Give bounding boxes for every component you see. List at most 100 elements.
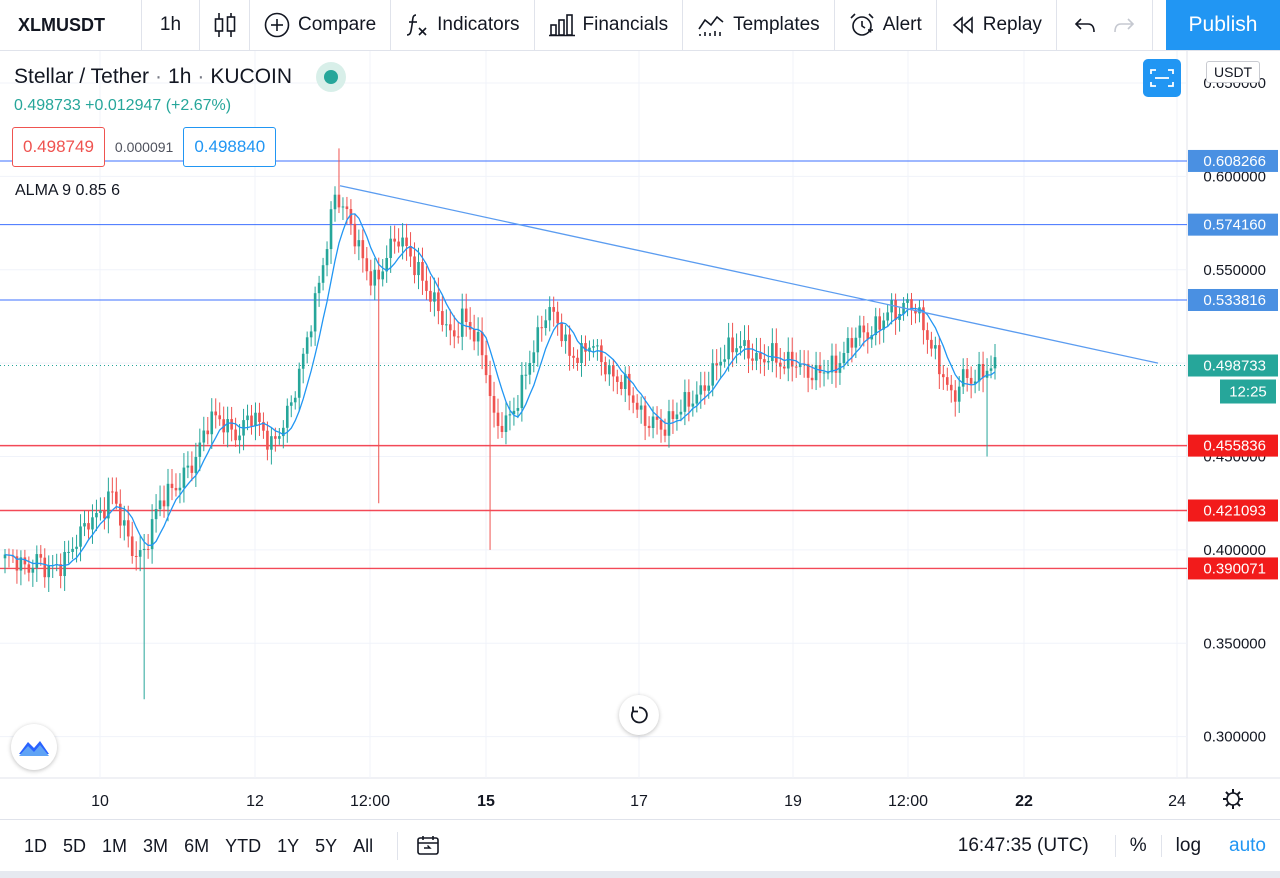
- time-tick-label: 22: [1015, 793, 1033, 810]
- candle-body: [735, 348, 738, 353]
- log-scale-toggle[interactable]: log: [1160, 835, 1215, 857]
- candle-body: [814, 364, 818, 381]
- countdown-label: 12:25: [1229, 384, 1267, 401]
- utc-clock[interactable]: 16:47:35 (UTC): [957, 835, 1089, 856]
- symbol-label: XLMUSDT: [18, 14, 105, 35]
- time-tick-label: 12:00: [888, 793, 928, 810]
- candle-body: [341, 206, 345, 208]
- range-ytd[interactable]: YTD: [225, 835, 262, 856]
- candle-body: [270, 436, 273, 450]
- candle-body: [500, 425, 504, 432]
- candle-body: [321, 265, 325, 283]
- timeframe-button[interactable]: 1h: [142, 0, 200, 50]
- replay-button[interactable]: Replay: [937, 0, 1057, 50]
- candle-body: [580, 343, 583, 364]
- candle-body: [532, 352, 536, 363]
- buy-price-button[interactable]: 0.498840: [183, 127, 277, 167]
- templates-button[interactable]: Templates: [683, 0, 835, 50]
- settings-gear-icon[interactable]: [1223, 789, 1243, 809]
- chart-area[interactable]: 0.3000000.3500000.4000000.4500000.500000…: [0, 51, 1280, 818]
- candle-body: [75, 546, 78, 549]
- candle-body: [433, 292, 436, 302]
- candle-body: [198, 442, 202, 457]
- chart-type-button[interactable]: [200, 0, 250, 50]
- goto-date-icon[interactable]: [414, 834, 442, 858]
- candle-body: [274, 436, 277, 439]
- candle-body: [949, 384, 953, 391]
- level-price-label: 0.608266: [1203, 153, 1266, 170]
- range-5d[interactable]: 5D: [63, 835, 87, 856]
- candle-body: [961, 369, 965, 387]
- reset-chart-button[interactable]: [619, 695, 659, 735]
- candle-body: [763, 359, 766, 363]
- reset-icon: [630, 706, 648, 724]
- level-price-tag: [1188, 288, 1278, 311]
- candle-body: [643, 405, 647, 426]
- candle-body: [27, 564, 31, 573]
- currency-badge[interactable]: USDT: [1206, 61, 1261, 83]
- candle-body: [942, 374, 945, 378]
- candle-body: [285, 405, 289, 428]
- level-price-label: 0.390071: [1203, 560, 1266, 577]
- range-1y[interactable]: 1Y: [277, 835, 300, 856]
- candle-body: [850, 338, 854, 348]
- candle-body: [890, 300, 893, 313]
- candle-body: [604, 362, 607, 375]
- candle-body: [934, 345, 937, 349]
- candle-body: [377, 269, 381, 280]
- fullscreen-button[interactable]: [1143, 59, 1181, 97]
- candle-body: [381, 271, 385, 280]
- range-5y[interactable]: 5Y: [315, 835, 338, 856]
- redo-icon[interactable]: [1113, 16, 1135, 34]
- candle-body: [468, 321, 472, 330]
- candle-body: [727, 337, 730, 360]
- candle-body: [254, 412, 257, 426]
- market-status-icon[interactable]: [316, 62, 347, 92]
- range-6m[interactable]: 6M: [184, 835, 210, 856]
- financials-button[interactable]: Financials: [535, 0, 684, 50]
- candle-body: [95, 512, 98, 518]
- candle-body: [699, 385, 703, 395]
- publish-button[interactable]: Publish: [1166, 0, 1280, 50]
- candle-body: [119, 503, 122, 526]
- candle-body: [421, 262, 424, 281]
- undo-icon[interactable]: [1074, 16, 1096, 34]
- legend-symbol-name: Stellar / Tether: [14, 65, 150, 88]
- templates-icon: [698, 15, 724, 36]
- range-1m[interactable]: 1M: [102, 835, 128, 856]
- candle-body: [317, 282, 321, 294]
- candle-body: [258, 412, 261, 422]
- alert-button[interactable]: Alert: [835, 0, 937, 50]
- percent-scale-toggle[interactable]: %: [1114, 835, 1161, 857]
- candle-body: [238, 435, 241, 441]
- range-3m[interactable]: 3M: [143, 835, 169, 856]
- sell-price-button[interactable]: 0.498749: [12, 127, 105, 167]
- range-1d[interactable]: 1D: [24, 835, 48, 856]
- candle-body: [59, 564, 62, 577]
- candle-body: [329, 209, 333, 250]
- candle-body: [361, 240, 365, 259]
- indicator-legend[interactable]: ALMA 9 0.85 6: [15, 182, 120, 199]
- candle-body: [981, 364, 985, 378]
- logo-button[interactable]: [11, 724, 57, 770]
- candle-body: [619, 381, 623, 389]
- price-chart[interactable]: 0.3000000.3500000.4000000.4500000.500000…: [0, 51, 1280, 818]
- compare-button[interactable]: Compare: [250, 0, 392, 50]
- current-price-tag: [1188, 354, 1278, 377]
- candle-body: [23, 557, 27, 565]
- candle-body: [202, 430, 206, 443]
- candle-body: [719, 361, 722, 366]
- legend-separator: ·: [155, 65, 163, 88]
- candle-body: [67, 551, 70, 553]
- candle-body: [162, 500, 166, 507]
- candle-body: [282, 427, 285, 437]
- candle-body: [47, 565, 51, 578]
- auto-scale-toggle[interactable]: auto: [1229, 835, 1266, 856]
- candle-body: [194, 456, 198, 473]
- candle-body: [675, 414, 679, 420]
- candle-body: [584, 343, 587, 352]
- symbol-search[interactable]: XLMUSDT: [0, 0, 142, 50]
- indicators-button[interactable]: Indicators: [391, 0, 535, 50]
- range-all[interactable]: All: [353, 835, 374, 856]
- candle-body: [437, 292, 440, 312]
